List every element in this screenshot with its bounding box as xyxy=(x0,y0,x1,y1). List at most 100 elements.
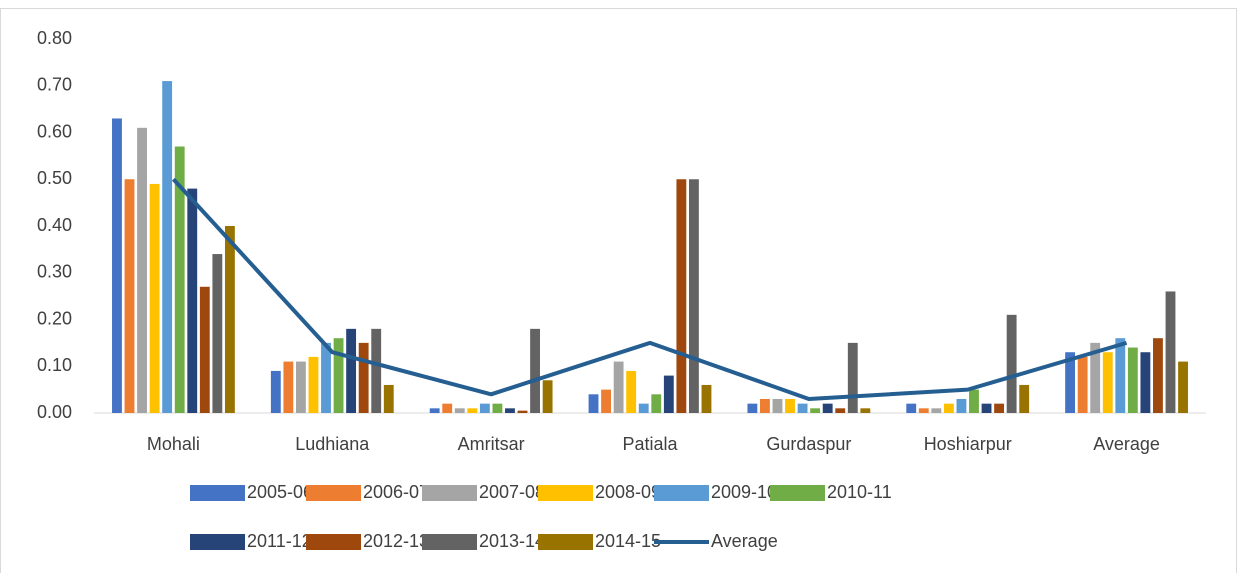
bar xyxy=(346,328,357,413)
bar xyxy=(174,146,185,413)
legend-swatch xyxy=(306,485,361,501)
bar xyxy=(1127,347,1138,413)
bar xyxy=(1178,361,1188,413)
bar xyxy=(688,179,699,413)
y-tick-label: 0.60 xyxy=(37,121,72,141)
legend-label: 2008-09 xyxy=(595,482,661,502)
bar xyxy=(1065,352,1076,413)
legend-swatch xyxy=(654,485,709,501)
bar xyxy=(1006,314,1017,413)
bar xyxy=(224,226,235,413)
bar xyxy=(860,408,871,413)
bar xyxy=(981,403,992,413)
chart-border xyxy=(0,8,1237,578)
bar xyxy=(994,403,1005,413)
bar xyxy=(943,403,954,413)
bar xyxy=(760,398,770,413)
x-tick-label: Patiala xyxy=(622,434,678,454)
bar xyxy=(1115,338,1126,413)
legend-label: 2005-06 xyxy=(247,482,313,502)
legend-swatch xyxy=(770,485,825,501)
legend-label: 2007-08 xyxy=(479,482,545,502)
bar xyxy=(956,398,967,413)
bar xyxy=(747,403,758,413)
legend-swatch xyxy=(422,485,477,501)
bar xyxy=(918,408,929,413)
legend-swatch xyxy=(538,485,593,501)
bar xyxy=(492,403,503,413)
bar xyxy=(906,403,917,413)
bar xyxy=(479,403,490,413)
legend-swatch xyxy=(190,485,245,501)
bar xyxy=(199,286,210,413)
bar xyxy=(969,389,979,413)
bar xyxy=(835,408,846,413)
legend-label: 2006-07 xyxy=(363,482,429,502)
bar xyxy=(137,127,147,413)
y-tick-label: 0.20 xyxy=(37,308,72,328)
bar xyxy=(212,254,223,413)
line xyxy=(171,177,1128,401)
y-tick-label: 0.30 xyxy=(37,262,72,282)
bar xyxy=(429,408,440,413)
bar xyxy=(162,81,173,413)
bar xyxy=(1165,291,1176,413)
bar xyxy=(187,188,198,413)
bar xyxy=(797,403,808,413)
y-tick-label: 0.80 xyxy=(37,28,72,48)
bar xyxy=(676,179,687,413)
legend-label: 2014-15 xyxy=(595,531,661,551)
bar xyxy=(149,183,160,413)
legend-label: Average xyxy=(711,531,778,551)
bar xyxy=(1019,384,1030,413)
legend-swatch xyxy=(306,534,361,550)
bar xyxy=(810,408,821,413)
bar xyxy=(442,403,453,413)
bar xyxy=(772,398,783,413)
bar xyxy=(295,361,306,413)
bar xyxy=(454,408,465,413)
bar xyxy=(651,394,662,413)
bar xyxy=(785,398,795,413)
bar xyxy=(1090,342,1101,413)
bar xyxy=(270,370,281,413)
bar xyxy=(112,118,122,413)
bar xyxy=(663,375,674,413)
bar xyxy=(822,403,833,413)
x-tick-label: Mohali xyxy=(147,434,200,454)
bar xyxy=(613,361,624,413)
legend-label: 2010-11 xyxy=(827,482,892,502)
bar xyxy=(283,361,294,413)
bar xyxy=(701,384,712,413)
bar xyxy=(1077,356,1088,413)
bar xyxy=(383,384,394,413)
bar xyxy=(638,403,649,413)
bar xyxy=(847,342,858,413)
bar xyxy=(931,408,942,413)
bar xyxy=(308,356,319,413)
bar xyxy=(467,408,478,413)
bar xyxy=(517,410,528,413)
x-tick-label: Ludhiana xyxy=(295,434,370,454)
bar xyxy=(333,338,344,413)
legend-label: 2011-12 xyxy=(247,531,312,551)
y-tick-label: 0.70 xyxy=(37,75,72,95)
y-tick-label: 0.40 xyxy=(37,215,72,235)
y-tick-label: 0.50 xyxy=(37,168,72,188)
legend-label: 2012-13 xyxy=(363,531,429,551)
bar xyxy=(321,342,331,413)
x-tick-label: Gurdaspur xyxy=(766,434,851,454)
bar xyxy=(626,370,637,413)
bar xyxy=(601,389,612,413)
legend-label: 2009-10 xyxy=(711,482,777,502)
bar xyxy=(588,394,599,413)
x-tick-label: Hoshiarpur xyxy=(924,434,1012,454)
x-tick-label: Average xyxy=(1093,434,1160,454)
bar xyxy=(505,408,515,413)
bar xyxy=(1102,352,1113,413)
legend-swatch xyxy=(422,534,477,550)
bar xyxy=(358,342,369,413)
legend-swatch xyxy=(190,534,245,550)
bar xyxy=(542,380,553,413)
